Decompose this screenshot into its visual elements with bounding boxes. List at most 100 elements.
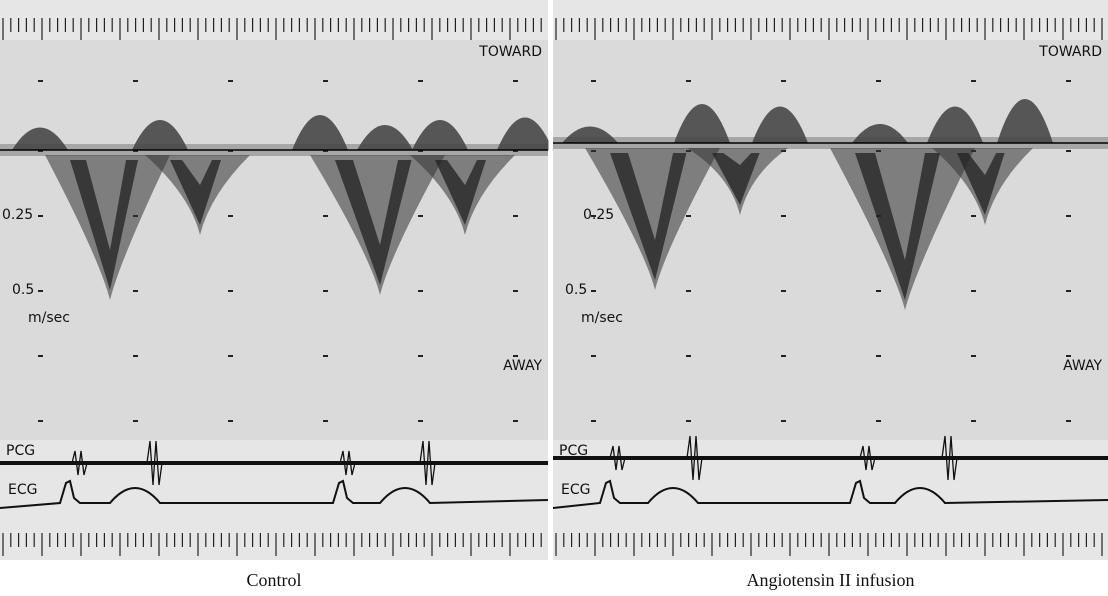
grid-dot [591, 355, 596, 357]
pcg-burst [686, 435, 703, 481]
grid-dot [513, 355, 518, 357]
flow-toward [752, 106, 808, 143]
scale-label: 0.5 [565, 282, 587, 298]
flow-toward [997, 99, 1053, 143]
grid-dot [38, 150, 43, 152]
flow-toward [674, 104, 730, 143]
grid-dot [323, 80, 328, 82]
ecg-label: ECG [8, 482, 37, 498]
pcg-label: PCG [559, 443, 588, 459]
grid-dot [591, 420, 596, 422]
pcg-burst [609, 445, 626, 471]
grid-dot [513, 80, 518, 82]
pcg-burst [419, 440, 436, 486]
grid-dot [1066, 290, 1071, 292]
grid-dot [133, 290, 138, 292]
grid-dot [38, 80, 43, 82]
flow-away-core [170, 160, 221, 225]
grid-dot [38, 290, 43, 292]
grid-dot [323, 420, 328, 422]
grid-dot [228, 355, 233, 357]
grid-dot [133, 80, 138, 82]
toward-label: TOWARD [1038, 44, 1102, 60]
caption: Angiotensin II infusion [747, 570, 915, 590]
flow-away-core [855, 153, 940, 300]
panel: TOWARD AWAY 0.25 0.5 m/sec PCG ECG Control [0, 0, 553, 590]
flow-away [585, 148, 720, 290]
grid-dot [228, 215, 233, 217]
grid-dot [781, 420, 786, 422]
flow-away-core [610, 153, 687, 280]
flow-toward [497, 117, 553, 150]
toward-label: TOWARD [478, 44, 542, 60]
grid-dot [228, 80, 233, 82]
unit-label: m/sec [581, 310, 623, 326]
grid-dot [418, 80, 423, 82]
grid-dot [38, 420, 43, 422]
grid-dot [228, 150, 233, 152]
grid-dot [513, 420, 518, 422]
flow-toward [852, 124, 908, 143]
grid-dot [686, 355, 691, 357]
grid-dot [781, 80, 786, 82]
away-label: AWAY [503, 358, 542, 374]
grid-dot [686, 420, 691, 422]
flow-toward [292, 115, 348, 150]
scale-label: 0.25 [583, 207, 614, 223]
flow-away [830, 148, 975, 310]
grid-dot [876, 355, 881, 357]
grid-dot [971, 290, 976, 292]
grid-dot [876, 290, 881, 292]
grid-dot [781, 355, 786, 357]
grid-dot [133, 355, 138, 357]
grid-dot [1066, 420, 1071, 422]
grid-dot [323, 290, 328, 292]
grid-dot [876, 80, 881, 82]
pcg-burst [71, 450, 88, 476]
grid-dot [1066, 215, 1071, 217]
flow-toward [412, 120, 468, 150]
grid-dot [781, 215, 786, 217]
flow-toward [562, 126, 618, 143]
pcg-label: PCG [6, 443, 35, 459]
ecg-trace [552, 479, 1108, 509]
pcg-burst [859, 445, 876, 471]
grid-dot [513, 150, 518, 152]
grid-dot [686, 215, 691, 217]
grid-dot [38, 355, 43, 357]
flow-away-core [70, 160, 138, 290]
grid-dot [1066, 355, 1071, 357]
grid-dot [133, 150, 138, 152]
grid-dot [591, 80, 596, 82]
grid-dot [876, 420, 881, 422]
flow-toward [357, 125, 413, 150]
grid-dot [323, 150, 328, 152]
scale-label: 0.5 [12, 282, 34, 298]
grid-dot [686, 290, 691, 292]
grid-dot [323, 355, 328, 357]
grid-dot [591, 290, 596, 292]
grid-dot [1066, 150, 1071, 152]
grid-dot [418, 355, 423, 357]
grid-dot [513, 290, 518, 292]
grid-dot [971, 215, 976, 217]
flow-away [45, 155, 170, 300]
grid-dot [418, 215, 423, 217]
grid-dot [686, 80, 691, 82]
doppler-area [0, 40, 548, 440]
grid-dot [418, 150, 423, 152]
grid-dot [228, 420, 233, 422]
caption: Control [246, 570, 301, 590]
flow-toward [132, 120, 188, 150]
grid-dot [971, 80, 976, 82]
flow-away-core [335, 160, 412, 285]
away-label: AWAY [1063, 358, 1102, 374]
pcg-burst [339, 450, 356, 476]
ecg-trace [0, 479, 549, 509]
grid-dot [1066, 80, 1071, 82]
pcg-burst [146, 440, 163, 486]
flow-away-core [712, 153, 760, 205]
panel: TOWARD AWAY 0.25 0.5 m/sec PCG ECG Angiotensin … [552, 0, 1108, 590]
flow-away-core [957, 153, 1005, 215]
